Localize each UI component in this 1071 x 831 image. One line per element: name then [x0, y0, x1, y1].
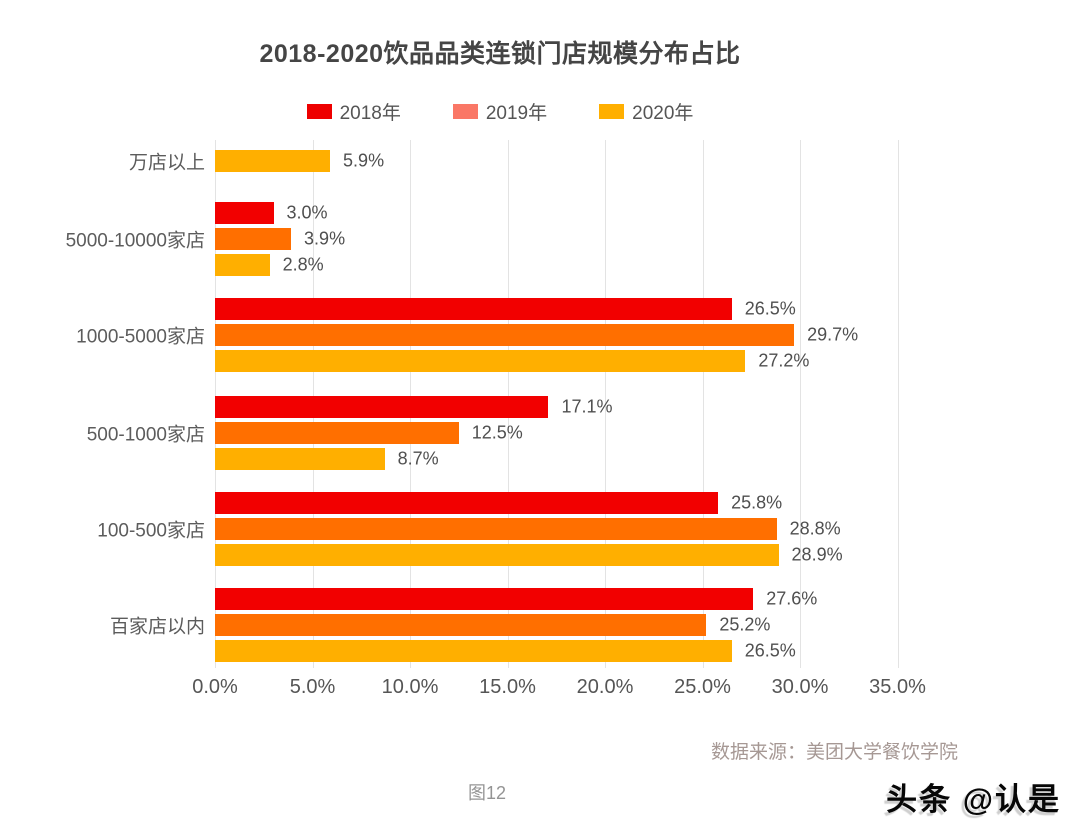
- bar-value-label: 27.6%: [766, 588, 818, 609]
- x-axis-tick-label: 25.0%: [674, 676, 731, 698]
- gridline: [800, 140, 801, 668]
- chart-title: 2018-2020饮品品类连锁门店规模分布占比: [259, 40, 741, 68]
- bar-2019年: [215, 614, 707, 636]
- bar-2018年: [215, 492, 719, 514]
- x-axis-tick-label: 10.0%: [381, 676, 439, 698]
- bar-value-label: 8.7%: [397, 448, 439, 469]
- bar-value-label: 28.9%: [791, 544, 843, 565]
- bar-value-label: 12.5%: [471, 422, 523, 443]
- bar-2018年: [215, 396, 549, 418]
- legend-swatch-icon: [306, 104, 332, 119]
- category-label: 5000-10000家店: [65, 230, 205, 252]
- bar-value-label: 17.1%: [561, 396, 613, 417]
- bar-value-label: 2.8%: [282, 254, 324, 275]
- bar-2019年: [215, 228, 292, 250]
- legend-item-2019年: 2019年: [452, 98, 548, 125]
- legend-swatch-icon: [452, 104, 478, 119]
- legend-item-label: 2020年: [632, 103, 694, 124]
- legend-item-2018年: 2018年: [306, 98, 401, 125]
- bar-value-label: 3.0%: [286, 202, 328, 223]
- legend-item-2020年: 2020年: [599, 98, 693, 125]
- bar-2020年: [215, 350, 746, 372]
- bar-value-label: 29.7%: [807, 324, 859, 345]
- bar-2020年: [215, 448, 385, 470]
- bar-value-label: 28.8%: [789, 518, 841, 539]
- bar-2020年: [215, 254, 270, 276]
- bar-2018年: [215, 298, 732, 320]
- bar-value-label: 25.8%: [731, 492, 783, 513]
- data-source-note: 数据来源：美团大学餐饮学院: [710, 742, 958, 763]
- watermark: 头条 @认是: [886, 782, 1061, 817]
- gridline: [897, 140, 899, 668]
- bar-2019年: [215, 324, 795, 346]
- gridline: [605, 140, 606, 668]
- legend-swatch-icon: [599, 104, 625, 119]
- category-label: 100-500家店: [97, 520, 205, 542]
- category-label: 百家店以内: [109, 616, 205, 638]
- x-axis-tick-label: 0.0%: [192, 676, 238, 698]
- bar-value-label: 27.2%: [758, 350, 810, 371]
- category-label: 万店以上: [128, 152, 205, 174]
- legend-item-label: 2018年: [339, 103, 401, 124]
- bar-2020年: [215, 544, 779, 566]
- legend-item-label: 2019年: [485, 103, 548, 124]
- bar-value-label: 26.5%: [744, 298, 796, 319]
- bar-2020年: [215, 150, 331, 172]
- bar-value-label: 3.9%: [304, 228, 346, 249]
- figure-caption: 图12: [467, 783, 507, 803]
- bar-value-label: 26.5%: [744, 640, 796, 661]
- bar-value-label: 5.9%: [343, 150, 385, 171]
- x-axis-tick-label: 30.0%: [771, 676, 829, 698]
- bar-2020年: [215, 640, 732, 662]
- x-axis-tick-label: 5.0%: [289, 676, 336, 698]
- bar-2018年: [215, 588, 754, 610]
- bar-value-label: 25.2%: [719, 614, 771, 635]
- bar-2018年: [215, 202, 274, 224]
- category-label: 1000-5000家店: [76, 326, 205, 348]
- bar-2019年: [215, 518, 777, 540]
- bar-2019年: [215, 422, 459, 444]
- x-axis-tick-label: 15.0%: [479, 676, 536, 698]
- x-axis-tick-label: 35.0%: [869, 676, 926, 698]
- gridline: [702, 140, 704, 668]
- x-axis-tick-label: 20.0%: [576, 676, 634, 698]
- category-label: 500-1000家店: [86, 424, 205, 446]
- chart-legend: 2018年 2019年 2020年: [0, 98, 1000, 125]
